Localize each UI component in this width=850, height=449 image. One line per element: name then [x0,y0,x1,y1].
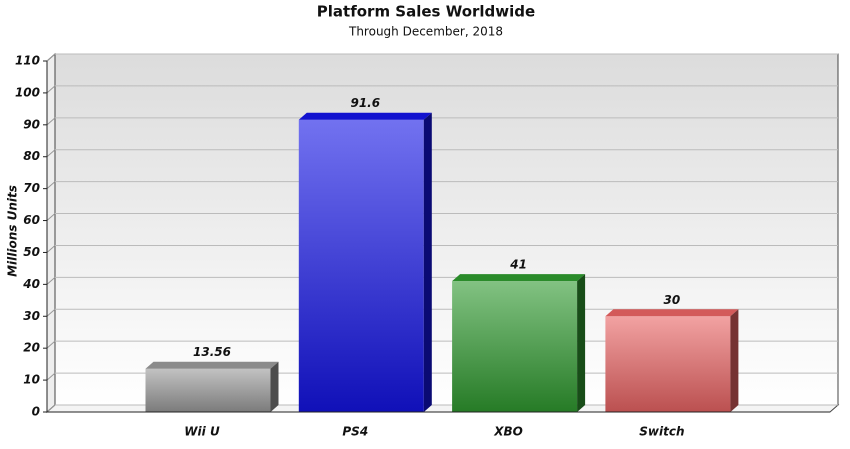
grid-line [46,213,56,221]
value-label: 13.56 [193,345,231,359]
bar [452,274,586,412]
bar-front [605,316,731,412]
grid-line [46,404,56,413]
grid-line [46,340,56,349]
y-tick-label: 60 [23,213,40,227]
bar-front [145,368,271,412]
y-tick-label: 80 [23,149,40,163]
y-tick-label: 100 [15,85,40,99]
y-tick-label: 30 [23,309,40,323]
value-label: 41 [509,258,527,272]
grid-line [46,117,56,126]
y-tick-label: 50 [23,245,40,259]
value-label: 30 [664,293,681,307]
bar-front [452,281,578,412]
bar [145,361,279,412]
grid-line [46,181,56,190]
bar-top [452,274,586,282]
grid-line [46,276,56,285]
grid-line [46,245,56,253]
x-tick-label: Wii U [184,425,220,439]
bar [298,112,432,412]
bar-side [577,274,586,412]
y-tick-label: 0 [32,405,40,419]
value-label: 91.6 [350,96,380,110]
grid-line [46,53,56,62]
y-tick-label: 110 [15,54,40,68]
grid-line [46,308,56,317]
y-tick-label: 70 [23,181,40,195]
x-tick-label: Switch [639,425,684,439]
side-wall [46,52,56,414]
bar-side [730,309,739,412]
bar-side [423,112,432,412]
grid-line [46,149,56,158]
grid-line [46,85,56,94]
x-tick-label: PS4 [342,425,368,439]
x-tick-label: XBO [493,425,523,439]
y-tick-label: 90 [23,117,40,131]
y-tick-label: 20 [23,341,40,355]
bar-top [145,361,279,369]
y-axis-title: Millions Units [6,185,20,277]
bar-top [605,309,739,317]
chart-subtitle: Through December, 2018 [348,25,503,39]
y-tick-label: 40 [22,277,40,291]
chart-title: Platform Sales Worldwide [317,3,535,21]
y-tick-label: 10 [23,373,40,387]
bar-front [298,119,424,412]
grid-line [46,372,56,381]
bar-side [270,361,279,412]
bar [605,309,739,412]
bar-top [298,112,432,120]
